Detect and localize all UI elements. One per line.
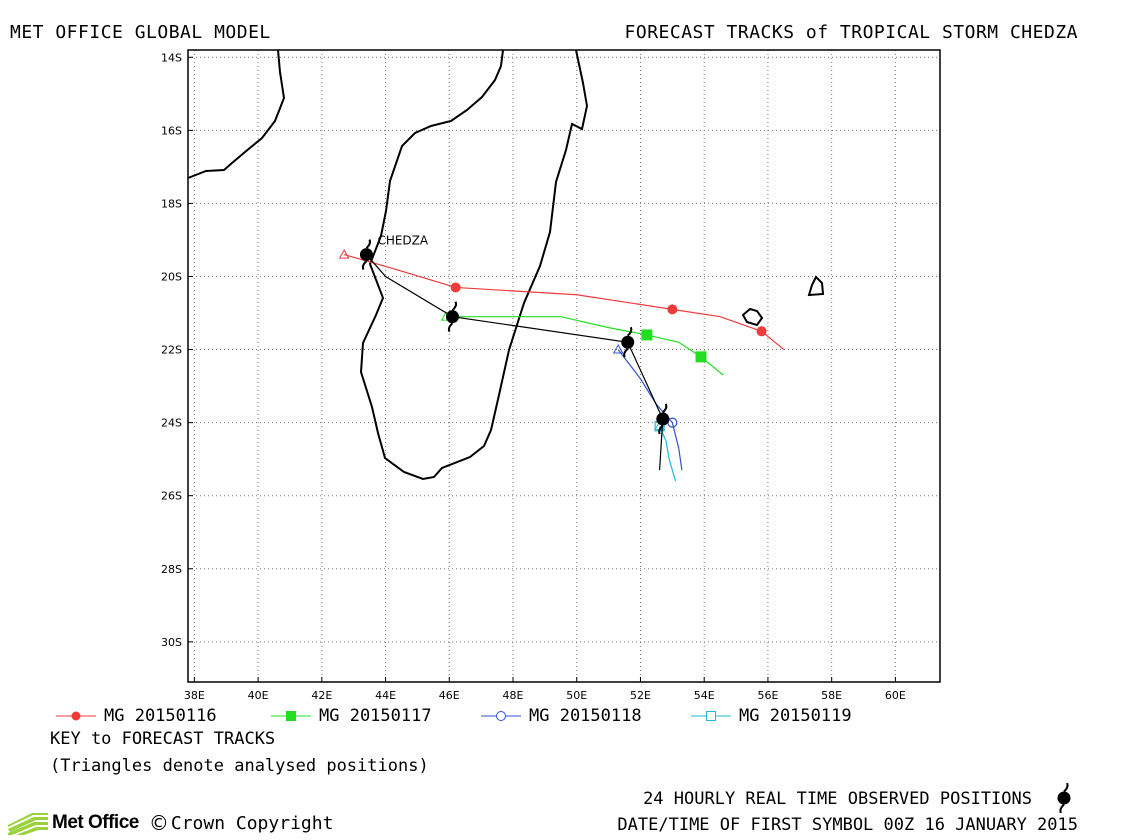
x-tick-label: 56E: [757, 689, 778, 702]
forecast-point: [450, 282, 461, 293]
legend-label-20150118: MG 20150118: [529, 706, 642, 726]
forecast-track-line: [446, 316, 724, 376]
header-storm-title: FORECAST TRACKS of TROPICAL STORM CHEDZA: [624, 22, 1078, 43]
cyclone-symbol-arm: [662, 403, 668, 414]
legend-label-20150116: MG 20150116: [104, 706, 217, 726]
first-symbol-datetime: DATE/TIME OF FIRST SYMBOL 00Z 16 JANUARY…: [617, 815, 1078, 835]
met-office-logo-icon: [8, 813, 48, 835]
legend-swatch-20150116: [56, 711, 96, 721]
y-tick-label: 14S: [161, 51, 182, 64]
x-tick-label: 42E: [311, 689, 332, 702]
y-tick-label: 18S: [161, 197, 182, 210]
cyclone-symbol-core: [359, 248, 373, 262]
y-tick-label: 24S: [161, 417, 182, 430]
observed-track-line: [365, 254, 664, 471]
met-office-logo-text: Met Office: [52, 812, 139, 833]
observed-positions: CHEDZA: [359, 234, 670, 471]
x-tick-label: 48E: [503, 689, 524, 702]
storm-name-label: CHEDZA: [377, 234, 428, 248]
x-tick-label: 58E: [821, 689, 842, 702]
legend-swatch-20150119: [691, 711, 731, 721]
y-tick-label: 20S: [161, 270, 182, 283]
met-office-logo: Met Office © Crown Copyright: [8, 811, 333, 835]
legend-swatch-20150117: [271, 711, 311, 721]
cyclone-symbol: [359, 239, 373, 271]
cyclone-symbol-arm: [365, 239, 372, 249]
grid-lines: [188, 50, 940, 682]
axis-ticks: 38E 40E 42E 44E 46E 48E 50E 52E 54E 56E 58E 60E 14S 1…: [161, 51, 906, 702]
legend-item-20150116: MG 20150116: [50, 706, 217, 726]
x-tick-label: 44E: [375, 689, 396, 702]
cyclone-symbol-arm: [627, 326, 633, 337]
cyclone-symbol: [445, 301, 459, 333]
reunion-island: [741, 307, 764, 327]
plot-frame: [187, 49, 941, 683]
forecast-track-line: [343, 254, 785, 351]
copyright: © Crown Copyright: [149, 811, 334, 835]
mauritius-island: [807, 275, 825, 297]
forecast-tracks: [338, 249, 785, 482]
x-tick-label: 54E: [694, 689, 715, 702]
africa-coastline: [187, 49, 286, 179]
legend-item-20150118: MG 20150118: [475, 706, 642, 726]
x-tick-label: 60E: [885, 689, 906, 702]
legend-swatch-20150118: [481, 711, 521, 721]
legend-item-20150117: MG 20150117: [265, 706, 432, 726]
cyclone-symbol: [621, 326, 635, 358]
copyright-icon: ©: [148, 811, 169, 835]
legend-label-20150119: MG 20150119: [739, 706, 852, 726]
cyclone-symbol: [656, 403, 670, 435]
cyclone-symbol-core: [656, 412, 670, 426]
madagascar-coastline: [359, 49, 589, 481]
legend-item-20150119: MG 20150119: [685, 706, 852, 726]
forecast-track-line: [659, 426, 677, 482]
cyclone-symbol-arm: [451, 301, 458, 311]
y-tick-label: 28S: [161, 563, 182, 576]
analysed-position-triangle: [338, 249, 350, 259]
y-tick-label: 30S: [161, 636, 182, 649]
y-tick-label: 22S: [161, 344, 182, 357]
key-title: KEY to FORECAST TRACKS: [50, 729, 276, 749]
legend-label-20150117: MG 20150117: [319, 706, 432, 726]
cyclone-symbol-icon: [1057, 783, 1071, 813]
x-tick-label: 52E: [630, 689, 651, 702]
observed-positions-note: 24 HOURLY REAL TIME OBSERVED POSITIONS: [643, 789, 1032, 809]
x-tick-label: 50E: [566, 689, 587, 702]
x-tick-label: 40E: [248, 689, 269, 702]
forecast-track-line: [617, 349, 683, 471]
key-note: (Triangles denote analysed positions): [50, 756, 429, 776]
forecast-track-map: CHEDZA 38E 40E 42E 44E 46E 48E 50E 52E 54E 56E 58E…: [161, 49, 941, 702]
analysed-position-triangle: [612, 344, 624, 354]
coastline-map: [187, 49, 825, 481]
copyright-text: Crown Copyright: [170, 812, 334, 834]
forecast-point: [756, 326, 767, 337]
cyclone-symbol-arm: [447, 322, 454, 333]
y-tick-label: 16S: [161, 124, 182, 137]
forecast-point: [667, 304, 678, 315]
y-tick-label: 26S: [161, 490, 182, 503]
x-tick-label: 46E: [439, 689, 460, 702]
forecast-point: [695, 351, 707, 363]
x-tick-label: 38E: [184, 689, 205, 702]
cyclone-symbol-core: [445, 310, 459, 324]
cyclone-symbol-arm: [361, 260, 368, 271]
forecast-point: [641, 329, 653, 341]
header-model-title: MET OFFICE GLOBAL MODEL: [10, 22, 271, 43]
cyclone-symbol-arm: [658, 424, 664, 435]
cyclone-symbol-core: [621, 335, 635, 349]
cyclone-symbol-arm: [623, 348, 629, 358]
